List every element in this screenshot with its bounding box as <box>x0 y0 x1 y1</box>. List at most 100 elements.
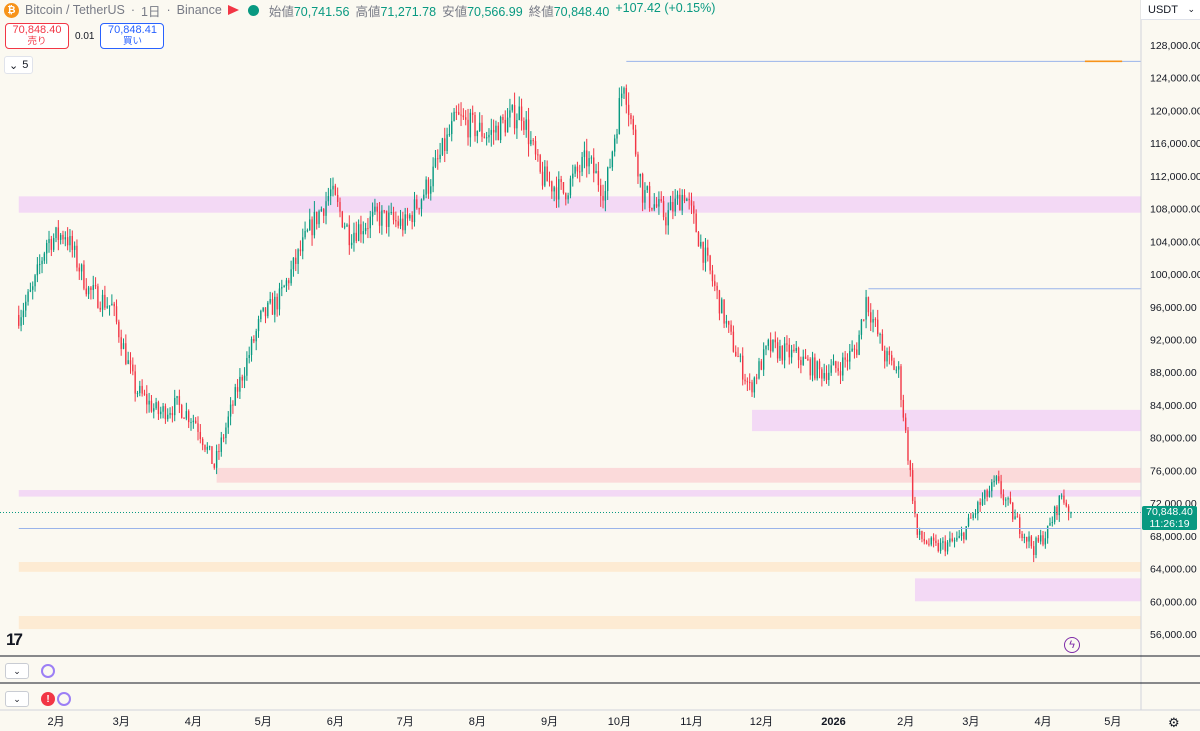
candle-body <box>48 238 50 244</box>
candle-body <box>939 542 942 552</box>
indicators-toggle[interactable]: ⌄ 5 <box>4 56 34 74</box>
candle-body <box>234 387 236 406</box>
candle-body <box>215 451 218 468</box>
candle-body <box>935 540 937 544</box>
candle-body <box>364 228 367 232</box>
x-tick-label: 12月 <box>750 716 773 728</box>
x-tick-label: 9月 <box>541 716 558 728</box>
buy-button[interactable]: 70,848.41 買い <box>100 23 165 49</box>
candle-body <box>504 119 506 133</box>
candle-body <box>686 198 688 201</box>
candle-body <box>530 140 532 145</box>
candle-body <box>362 231 364 235</box>
candle-body <box>311 219 313 236</box>
candle-body <box>553 187 555 192</box>
tradingview-logo[interactable]: 17 <box>6 630 23 649</box>
candle-body <box>402 218 404 231</box>
candle-body <box>804 356 807 359</box>
candle-body <box>902 399 905 418</box>
candle-body <box>211 446 213 464</box>
lightning-icon[interactable]: ϟ <box>1064 637 1080 653</box>
candle-body <box>842 357 844 376</box>
candle-body <box>998 476 1000 482</box>
candle-body <box>874 319 877 321</box>
candle-body <box>241 376 243 381</box>
buy-price: 70,848.41 <box>108 24 157 36</box>
candle-body <box>809 359 811 376</box>
candle-body <box>716 285 718 291</box>
candle-body <box>518 106 520 121</box>
x-tick-label: 11月 <box>680 716 702 728</box>
candle-body <box>306 230 309 232</box>
candle-body <box>632 119 635 130</box>
candle-body <box>160 411 162 415</box>
chevron-down-icon: ⌄ <box>9 59 19 72</box>
candle-body <box>434 158 437 167</box>
candle-body <box>974 513 977 515</box>
candle-body <box>299 249 302 252</box>
candle-body <box>695 213 697 233</box>
candle-body <box>993 480 995 483</box>
candle-body <box>1042 535 1044 545</box>
candle-body <box>206 446 209 450</box>
candle-body <box>92 285 94 290</box>
candle-body <box>213 463 215 468</box>
candle-body <box>108 305 111 307</box>
change-value: +107.42 (+0.15%) <box>615 0 716 15</box>
candle-body <box>378 211 381 226</box>
candle-body <box>565 193 567 200</box>
candle-body <box>523 121 525 130</box>
gear-icon[interactable]: ⚙ <box>1168 715 1180 730</box>
y-tick-label: 92,000.00 <box>1150 335 1197 347</box>
x-tick-label: 5月 <box>1104 716 1121 728</box>
candle-body <box>52 238 55 250</box>
candle-body <box>767 339 770 346</box>
candle-body <box>772 339 774 352</box>
candle-body <box>448 134 451 136</box>
candle-body <box>73 245 76 250</box>
reload-icon[interactable] <box>41 664 55 678</box>
candle-body <box>229 404 232 417</box>
candle-body <box>274 296 276 315</box>
candle-body <box>146 394 148 405</box>
flag-icon[interactable] <box>227 5 240 15</box>
candle-body <box>972 514 974 518</box>
currency-selector[interactable]: USDT ⌄ <box>1141 0 1200 20</box>
candle-body <box>1014 516 1016 520</box>
sell-button[interactable]: 70,848.40 売り <box>5 23 69 49</box>
y-tick-label: 60,000.00 <box>1150 596 1197 608</box>
reload-icon[interactable] <box>57 692 71 706</box>
alert-icon[interactable]: ! <box>41 692 55 706</box>
interval-label[interactable]: 1日 <box>141 4 161 19</box>
candle-body <box>872 319 874 323</box>
candle-body <box>672 201 674 212</box>
candle-body <box>537 154 539 156</box>
collapse-pane-button[interactable]: ⌄ <box>5 663 29 679</box>
candle-body <box>858 334 860 355</box>
x-tick-label: 2026 <box>821 716 845 728</box>
high-value: 71,271.78 <box>380 4 437 19</box>
candle-body <box>623 88 625 94</box>
x-tick-label: 10月 <box>608 716 631 728</box>
symbol-name[interactable]: Bitcoin / TetherUS <box>25 3 125 17</box>
candle-body <box>683 194 686 201</box>
close-value: 70,848.40 <box>553 4 610 19</box>
candle-body <box>367 228 369 230</box>
candle-body <box>390 211 392 213</box>
candle-body <box>846 359 849 362</box>
exchange-label: Binance <box>176 3 222 17</box>
candle-body <box>162 406 164 412</box>
candle-body <box>1049 522 1051 526</box>
candle-body <box>551 181 553 192</box>
candle-body <box>1058 495 1060 516</box>
candle-body <box>690 200 693 206</box>
candle-body <box>125 343 127 364</box>
candle-body <box>416 199 418 209</box>
candle-body <box>679 194 681 211</box>
candle-body <box>318 211 320 225</box>
candle-body <box>818 361 821 370</box>
candle-body <box>525 119 527 130</box>
collapse-pane-button[interactable]: ⌄ <box>5 691 29 707</box>
candle-body <box>634 129 637 155</box>
